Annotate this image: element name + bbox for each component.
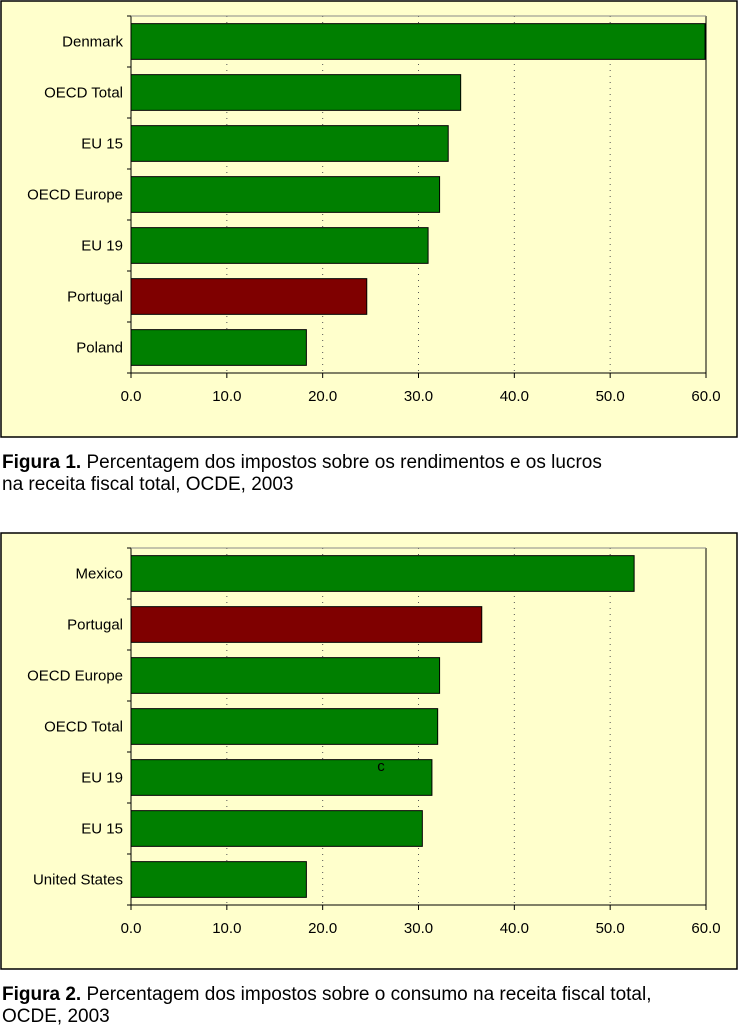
bar-oecd-total: [130, 708, 439, 745]
bar-denmark: [130, 23, 706, 60]
caption-2-line2: OCDE, 2003: [2, 1006, 110, 1027]
caption-2-line1: Percentagem dos impostos sobre o consumo…: [86, 984, 652, 1005]
category-label: EU 15: [81, 821, 123, 838]
x-tick-label: 50.0: [596, 920, 625, 937]
caption-1-line2: na receita fiscal total, OCDE, 2003: [2, 474, 294, 495]
x-tick-label: 20.0: [308, 388, 337, 405]
bar-mexico: [130, 555, 635, 592]
x-tick-label: 50.0: [596, 388, 625, 405]
chart-1: Denmark OECD Total EU 15 OECD Europe EU 19 Po…: [0, 0, 739, 440]
x-tick-label: 40.0: [500, 920, 529, 937]
category-label: OECD Total: [44, 719, 123, 736]
category-label: OECD Total: [44, 85, 123, 102]
bar-eu-15: [130, 810, 423, 847]
bar-oecd-europe: [130, 176, 441, 213]
bar-oecd-total: [130, 74, 462, 111]
x-tick-label: 0.0: [121, 388, 142, 405]
x-tick-label: 0.0: [121, 920, 142, 937]
chart-2-svg: Mexico Portugal OECD Europe OECD Total EU 19…: [0, 532, 738, 970]
x-tick-label: 40.0: [500, 388, 529, 405]
chart-2-panel: [0, 532, 738, 970]
chart-1-caption: Figura 1. Percentagem dos impostos sobre…: [2, 452, 602, 496]
stray-annotation: c: [377, 758, 385, 775]
chart-2: Mexico Portugal OECD Europe OECD Total EU 19…: [0, 532, 739, 972]
chart-1-svg: Denmark OECD Total EU 15 OECD Europe EU 19 Po…: [0, 0, 738, 438]
caption-1-line1: Percentagem dos impostos sobre os rendim…: [86, 452, 602, 473]
category-label: Portugal: [67, 289, 123, 306]
bar-poland: [130, 329, 307, 366]
x-tick-label: 60.0: [691, 920, 720, 937]
category-label: United States: [33, 872, 123, 889]
chart-2-caption: Figura 2. Percentagem dos impostos sobre…: [2, 984, 651, 1028]
category-label: Poland: [76, 340, 123, 357]
x-tick-label: 10.0: [212, 388, 241, 405]
category-label: EU 15: [81, 136, 123, 153]
bar-portugal: [130, 606, 483, 643]
chart-1-panel: [0, 0, 738, 438]
bar-eu-19: [130, 227, 429, 264]
bar-portugal: [130, 278, 368, 315]
category-label: Denmark: [62, 34, 123, 51]
bar-eu-15: [130, 125, 449, 162]
x-tick-label: 60.0: [691, 388, 720, 405]
bar-eu-19: [130, 759, 433, 796]
category-label: EU 19: [81, 770, 123, 787]
x-tick-label: 30.0: [404, 920, 433, 937]
x-tick-label: 10.0: [212, 920, 241, 937]
x-tick-label: 20.0: [308, 920, 337, 937]
category-label: OECD Europe: [27, 187, 123, 204]
caption-1-label: Figura 1.: [2, 452, 82, 473]
x-tick-label: 30.0: [404, 388, 433, 405]
bar-united-states: [130, 861, 307, 898]
category-label: Mexico: [75, 566, 123, 583]
bar-oecd-europe: [130, 657, 441, 694]
category-label: OECD Europe: [27, 668, 123, 685]
caption-2-label: Figura 2.: [2, 984, 82, 1005]
category-label: Portugal: [67, 617, 123, 634]
category-label: EU 19: [81, 238, 123, 255]
